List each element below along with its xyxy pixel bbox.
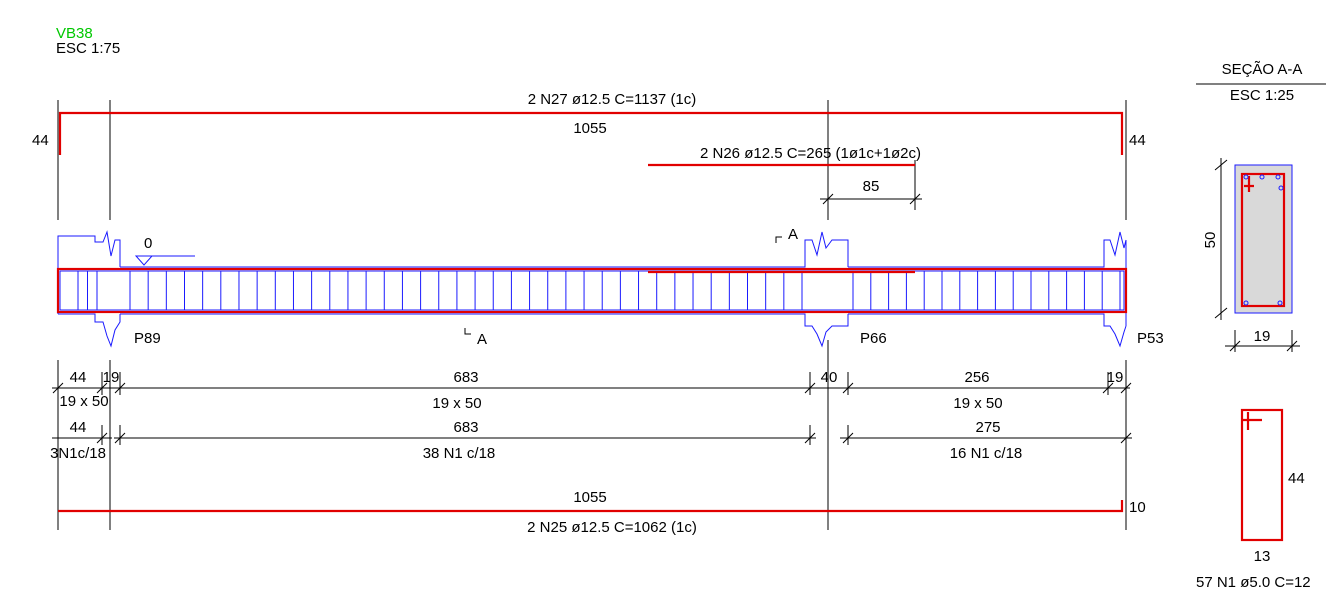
dim-r2-b: 683: [453, 419, 478, 436]
top-extra-label: 2 N26 ø12.5 C=265 (1ø1c+1ø2c): [700, 145, 921, 162]
support-p53: P53: [1137, 330, 1164, 347]
level-triangle: [134, 255, 154, 266]
rebar-cage-elevation: [56, 267, 1128, 314]
dimension-row-1: [52, 372, 1132, 395]
dim-r2-b-sub: 38 N1 c/18: [423, 445, 496, 462]
dim-r1-e-sub: 19 x 50: [953, 395, 1002, 412]
section-mark-bottom: A: [477, 331, 487, 348]
dim-r1-f: 19: [1107, 369, 1124, 386]
dim-r2-a: 44: [70, 419, 87, 436]
dimension-row-2: [52, 425, 1132, 445]
top-rebar-label: 2 N27 ø12.5 C=1137 (1c): [528, 91, 697, 108]
dim-r1-c-sub: 19 x 50: [432, 395, 481, 412]
dim-r1-a: 44: [70, 369, 87, 386]
top-hook-left: 44: [32, 132, 49, 149]
stirrup-label: 57 N1 ø5.0 C=12: [1196, 574, 1311, 591]
bottom-rebar-n25: [58, 500, 1124, 513]
top-hook-right: 44: [1129, 132, 1146, 149]
section-width: 19: [1254, 328, 1271, 345]
dim-r1-b: 19: [103, 369, 120, 386]
bottom-rebar-length: 1055: [573, 489, 606, 506]
dim-r2-c: 275: [975, 419, 1000, 436]
section-height: 50: [1202, 232, 1219, 249]
top-extra-length: 85: [863, 178, 880, 195]
section-a-a: [1214, 158, 1300, 352]
bottom-hook: 10: [1129, 499, 1146, 516]
support-p89: P89: [134, 330, 161, 347]
section-mark-top-symbol: [775, 236, 782, 243]
dim-r1-e: 256: [964, 369, 989, 386]
beam-scale: ESC 1:75: [56, 40, 120, 57]
dim-r2-c-sub: 16 N1 c/18: [950, 445, 1023, 462]
bottom-rebar-label: 2 N25 ø12.5 C=1062 (1c): [527, 519, 697, 536]
dim-r1-a-sub: 19 x 50: [59, 393, 108, 410]
section-title: SEÇÃO A-A: [1222, 61, 1303, 78]
section-mark-top: A: [788, 226, 798, 243]
stirrup-height: 44: [1288, 470, 1305, 487]
dim-r1-c: 683: [453, 369, 478, 386]
level-value: 0: [144, 235, 152, 252]
dim-r1-d: 40: [821, 369, 838, 386]
stirrup-detail: [1240, 408, 1284, 542]
beam-title: VB38: [56, 25, 93, 42]
section-scale: ESC 1:25: [1230, 87, 1294, 104]
dim-r2-a-sub: 3N1c/18: [50, 445, 106, 462]
support-p66: P66: [860, 330, 887, 347]
top-rebar-length: 1055: [573, 120, 606, 137]
top-rebar-n27: [58, 111, 1124, 155]
stirrups-elevation: [77, 271, 1121, 310]
section-mark-bottom-symbol: [464, 328, 471, 335]
beam-elevation: [57, 230, 1127, 348]
extension-lines: [57, 100, 1127, 530]
stirrup-width: 13: [1254, 548, 1271, 565]
